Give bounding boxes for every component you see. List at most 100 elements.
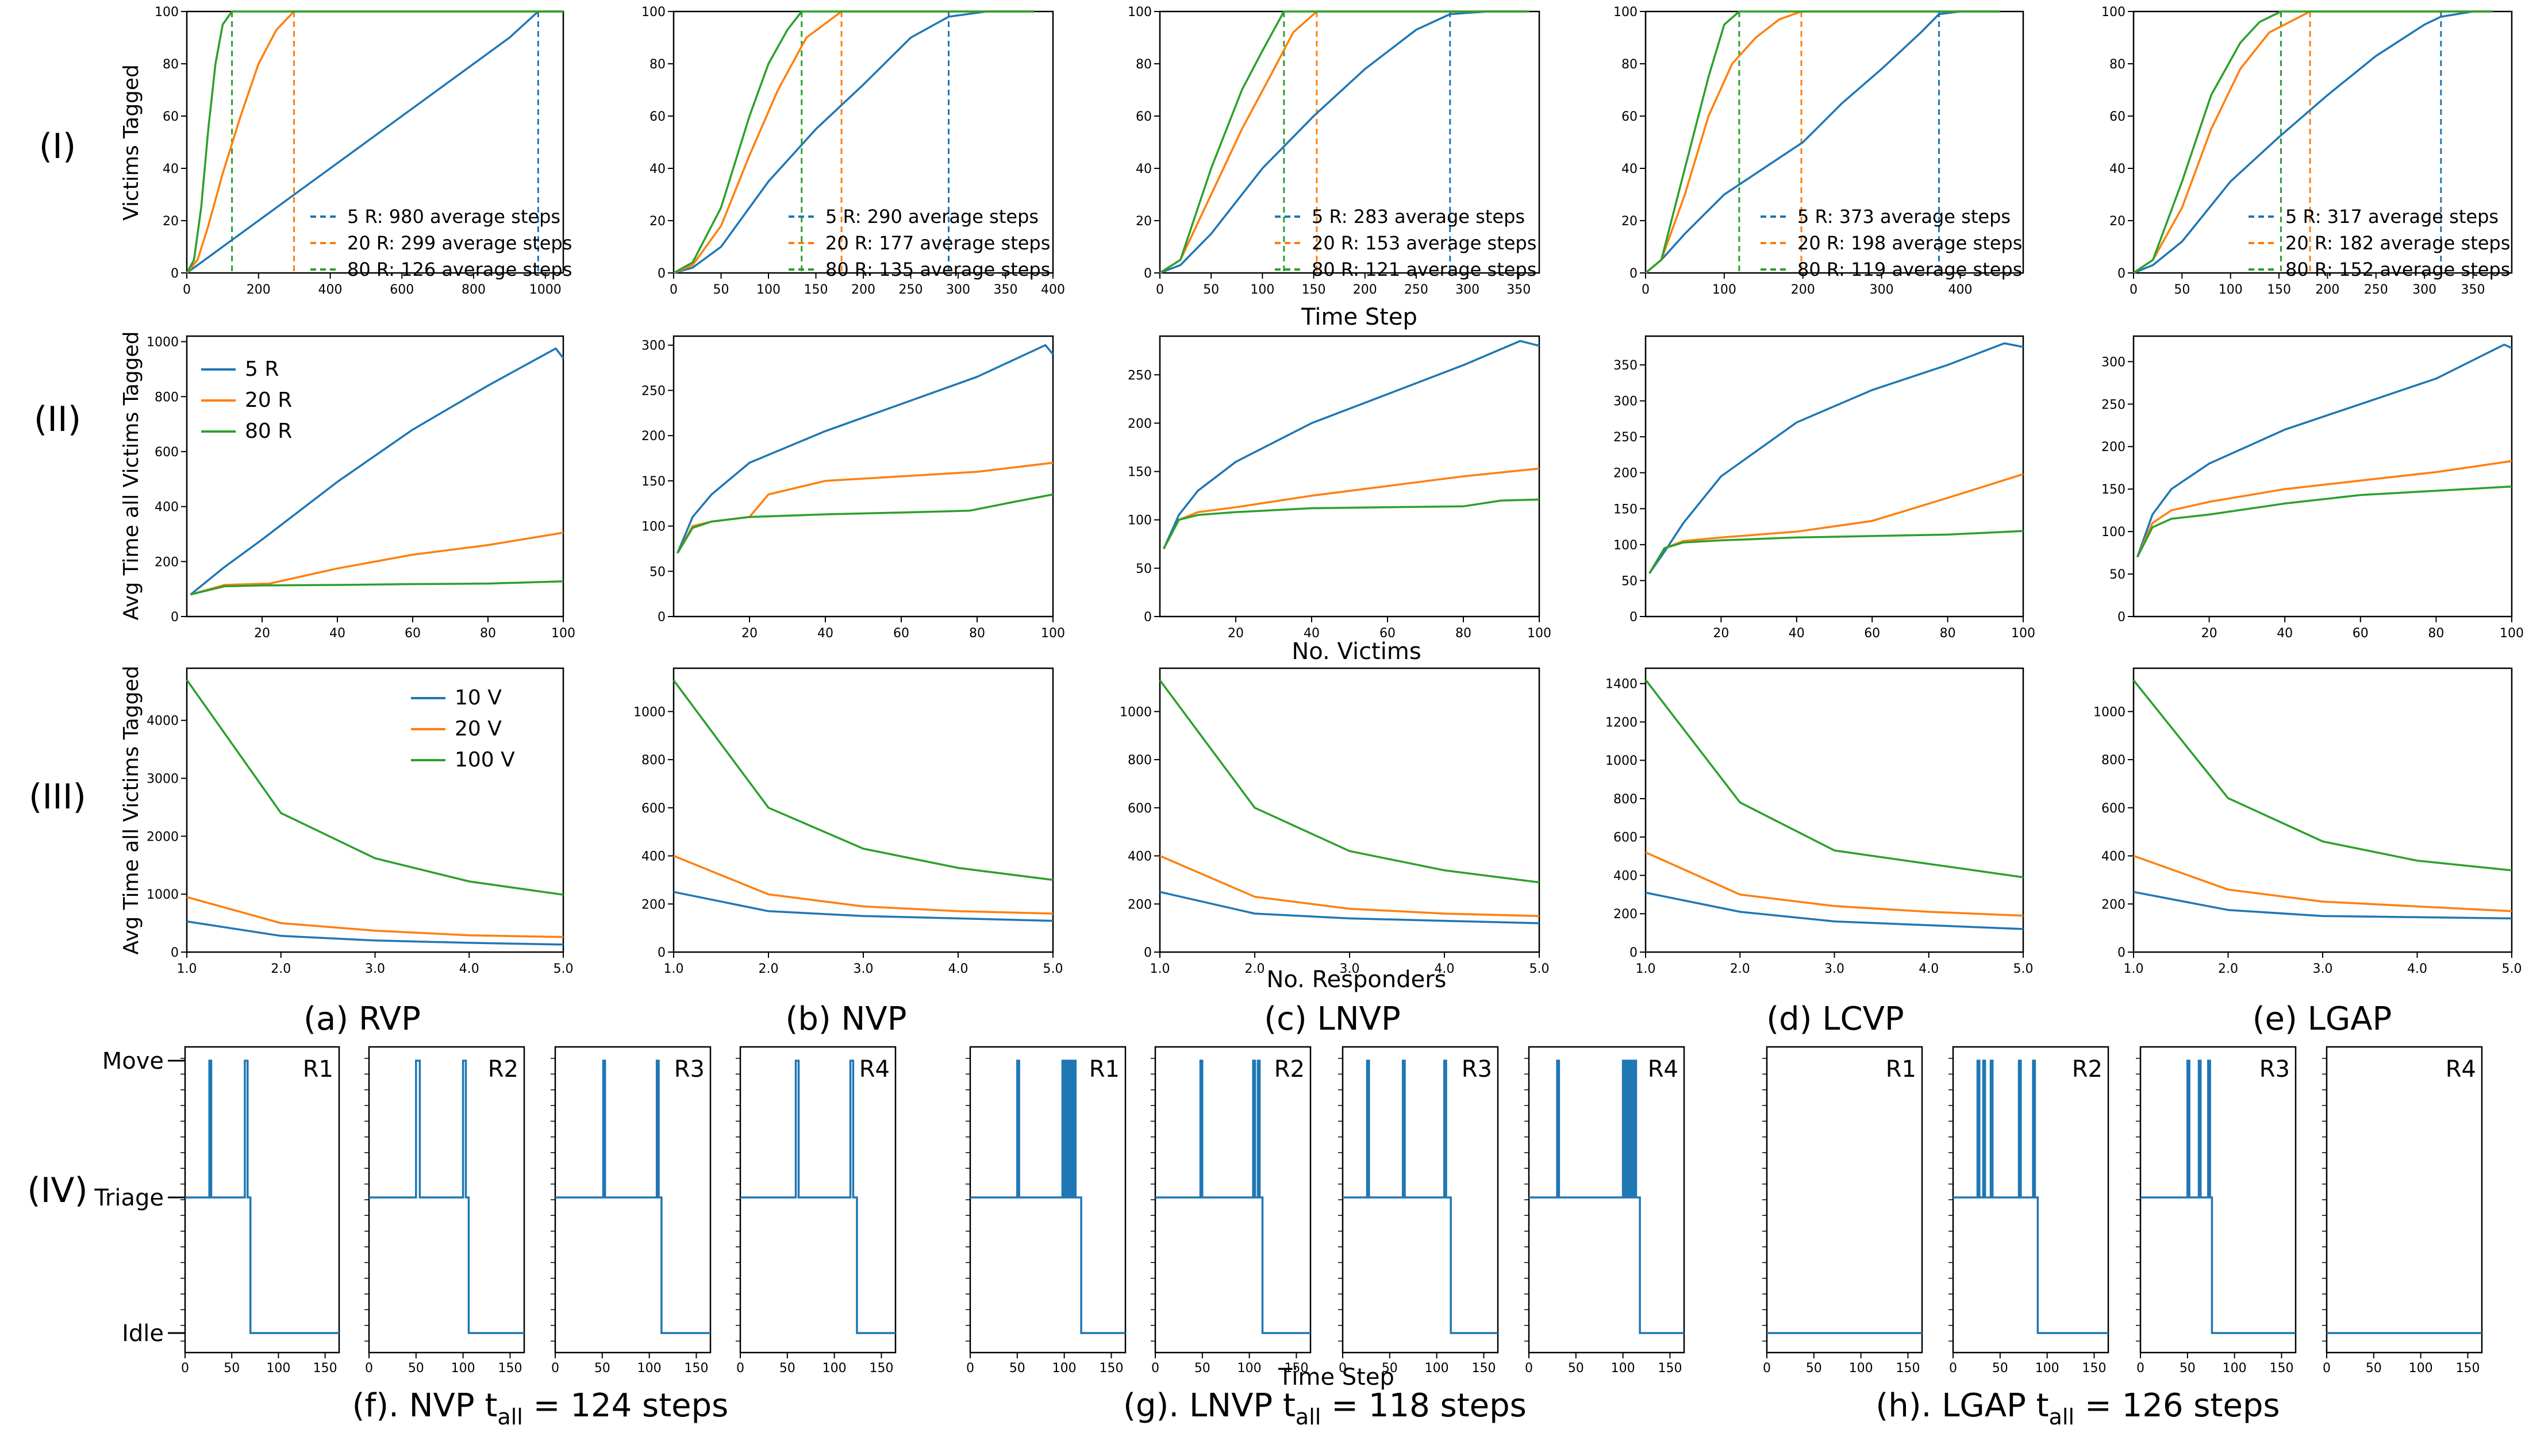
x-tick-label: 200	[247, 283, 271, 297]
y-tick-label: 200	[1128, 898, 1152, 912]
legend-label: 80 R: 121 average steps	[1312, 259, 1536, 280]
x-tick-label: 2.0	[1730, 962, 1750, 976]
x-tick-label: 60	[405, 626, 421, 641]
y-tick-label: 1400	[1605, 677, 1638, 692]
axes-frame	[1159, 335, 1540, 618]
caption-main: (g). LNVP t	[1123, 1387, 1296, 1424]
x-tick-label: 4.0	[2407, 962, 2427, 976]
x-tick-label: 50	[2366, 1361, 2382, 1376]
y-tick-label: 600	[2101, 802, 2126, 816]
x-tick-label: 4.0	[948, 962, 968, 976]
x-tick-label: 150	[1658, 1361, 1682, 1376]
x-tick-label: 1.0	[1636, 962, 1656, 976]
x-tick-label: 5.0	[2013, 962, 2034, 976]
y-tick-label: 40	[163, 162, 179, 176]
state-label: Move	[102, 1048, 164, 1074]
responder-label: R2	[1274, 1056, 1305, 1083]
y-tick-label: 20	[1136, 214, 1152, 229]
y-tick-label: 0	[658, 610, 666, 625]
x-tick-label: 50	[408, 1361, 424, 1376]
x-tick-label: 3.0	[1340, 962, 1360, 976]
x-tick-label: 50	[2180, 1361, 2196, 1376]
x-tick-label: 800	[462, 283, 486, 297]
x-tick-label: 200	[2315, 283, 2339, 297]
series-line-20-V	[1159, 854, 1540, 917]
x-tick-label: 100	[2500, 626, 2524, 641]
x-tick-label: 1.0	[664, 962, 684, 976]
x-tick-label: 100	[1849, 1361, 1873, 1376]
y-tick-label: 0	[1144, 946, 1152, 960]
x-tick-label: 20	[1713, 626, 1729, 641]
row-label: (IV)	[27, 1170, 88, 1211]
x-tick-label: 100	[551, 626, 575, 641]
y-tick-label: 0	[2117, 267, 2126, 281]
legend-label: 20 R: 182 average steps	[2285, 232, 2510, 254]
x-tick-label: 100	[2409, 1361, 2433, 1376]
panel-II-c: 20 40 60 80 100 0 50 100 150 200 250	[1128, 335, 1551, 641]
axes-frame	[1644, 335, 2024, 618]
legend-label: 5 R: 980 average steps	[347, 206, 560, 228]
row4-caption: (h). LGAP tall = 126 steps	[1875, 1387, 2280, 1430]
panel-II-b: 20 40 60 80 100 0 50 100 150 200 250 300	[641, 335, 1065, 641]
row-label: (III)	[29, 777, 86, 817]
responder-label: R3	[1462, 1056, 1492, 1083]
y-tick-label: 250	[1128, 368, 1152, 383]
y-tick-label: 80	[649, 57, 666, 72]
y-tick-label: 200	[1613, 907, 1638, 922]
axes-frame	[672, 335, 1054, 618]
step-panel-IV-g1: 0 50 100 150 R1	[966, 1046, 1127, 1376]
x-tick-label: 0	[1525, 1361, 1533, 1376]
y-tick-label: 200	[2101, 440, 2126, 454]
legend-label: 20 V	[455, 717, 502, 741]
y-tick-label: 100	[1128, 5, 1152, 20]
y-tick-label: 100	[641, 520, 666, 534]
y-tick-label: 0	[1629, 610, 1638, 625]
panel-III-d: 1.0 2.0 3.0 4.0 5.0 0 200 400 600 800 1000 1200 1400	[1605, 667, 2034, 976]
legend-label: 5 R	[245, 357, 279, 381]
series-line-20-R	[1648, 473, 2024, 574]
legend-label: 80 R: 126 average steps	[347, 259, 572, 280]
x-tick-label: 50	[2174, 283, 2190, 297]
x-tick-label: 0	[670, 283, 678, 297]
x-tick-label: 350	[994, 283, 1018, 297]
legend-label: 5 R: 317 average steps	[2285, 206, 2499, 228]
axes-frame	[969, 1046, 1127, 1354]
x-tick-label: 100	[1052, 1361, 1077, 1376]
state-label: Triage	[94, 1185, 164, 1211]
y-tick-label: 200	[155, 555, 179, 569]
x-tick-label: 0	[181, 1361, 189, 1376]
axes-frame	[2326, 1046, 2483, 1354]
x-tick-label: 250	[1404, 283, 1428, 297]
x-tick-label: 50	[1992, 1361, 2008, 1376]
x-tick-label: 100	[2011, 626, 2035, 641]
series-line-20-R	[1644, 10, 2000, 274]
y-tick-label: 600	[1128, 802, 1152, 816]
series-line-100-V	[1644, 679, 2024, 879]
series-line-20-V	[1645, 851, 2024, 917]
y-tick-label: 40	[1621, 162, 1638, 176]
series-line-20-R	[677, 461, 1054, 554]
y-tick-label: 0	[2117, 610, 2126, 625]
row2-ylabel: Avg Time all Victims Tagged	[120, 332, 143, 621]
legend: 5 R: 283 average steps 20 R: 153 average …	[1275, 206, 1536, 280]
y-tick-label: 200	[2101, 898, 2126, 912]
y-tick-label: 800	[1128, 753, 1152, 768]
x-tick-label: 3.0	[1824, 962, 1844, 976]
y-tick-label: 40	[2109, 162, 2126, 176]
x-tick-label: 100	[822, 1361, 847, 1376]
responder-label: R4	[859, 1056, 890, 1083]
panel-III-a: 1.0 2.0 3.0 4.0 5.0 0 1000 2000 3000 4000 10 V 20 V…	[147, 667, 574, 976]
figure-labels-layer: (I) (II) (III) (IV) Victims Tagged Avg Time a…	[27, 64, 2392, 1430]
x-tick-label: 2.0	[2218, 962, 2238, 976]
series-line-80-R	[673, 10, 1034, 274]
x-tick-label: 150	[1896, 1361, 1920, 1376]
caption-tail: = 118 steps	[1321, 1387, 1527, 1424]
legend: 5 R: 290 average steps 20 R: 177 average …	[789, 206, 1050, 280]
x-tick-label: 400	[1041, 283, 1065, 297]
y-tick-label: 200	[641, 429, 666, 444]
panel-II-d: 20 40 60 80 100 0 50 100 150 200 250 300 350	[1613, 335, 2035, 641]
series-line-5-R	[2133, 10, 2493, 274]
responder-label: R4	[1648, 1056, 1678, 1083]
x-tick-label: 80	[969, 626, 985, 641]
